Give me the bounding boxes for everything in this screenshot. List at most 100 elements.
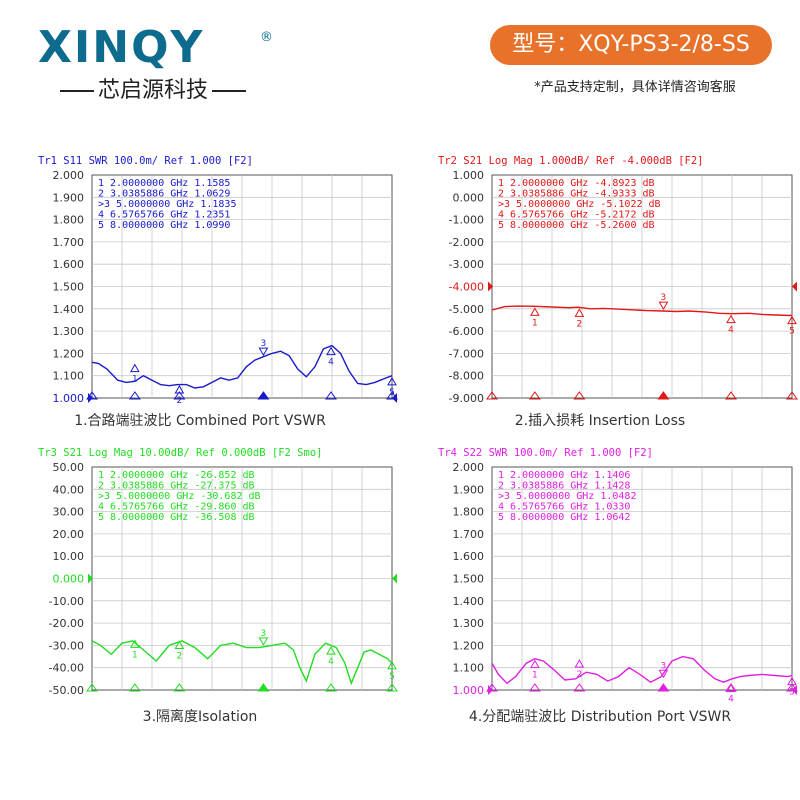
chart-2-ytick: 20.00 bbox=[53, 528, 85, 541]
chart-1-ytick: -3.000 bbox=[449, 258, 484, 271]
chart-0-series-line bbox=[91, 344, 393, 389]
chart-1-ytick: -2.000 bbox=[449, 236, 484, 249]
chart-3-ytick: 2.000 bbox=[453, 461, 485, 474]
chart-1-marker-label-2: 2 bbox=[577, 319, 583, 329]
chart-1-marker-2 bbox=[574, 308, 585, 317]
chart-3-marker-row: 2 3.0385886 GHz 1.1428 bbox=[498, 481, 630, 492]
chart-0-marker-label-1: 1 bbox=[132, 375, 138, 385]
chart-3-marker-row: 5 8.0000000 GHz 1.0642 bbox=[498, 512, 630, 523]
chart-1-marker-4 bbox=[726, 314, 736, 324]
chart-0-marker-label-4: 4 bbox=[328, 358, 334, 368]
chart-1-ref-arrow-left bbox=[488, 281, 493, 292]
chart-3-marker-3 bbox=[658, 669, 669, 679]
chart-0-marker-2 bbox=[174, 384, 185, 394]
chart-3-ref-arrow-right bbox=[792, 685, 797, 695]
chart-0-ytick: 1.100 bbox=[53, 370, 85, 383]
chart-3-marker-row: 4 6.5765766 GHz 1.0330 bbox=[498, 502, 630, 513]
chart-2-axis-marker-4 bbox=[325, 683, 337, 692]
chart-3-ytick: 1.100 bbox=[453, 662, 485, 675]
chart-0-ytick: 1.700 bbox=[53, 236, 85, 249]
chart-1-axis-marker-3 bbox=[657, 391, 670, 400]
chart-1-marker-row: 4 6.5765766 GHz -5.2172 dB bbox=[498, 210, 655, 221]
right-dash bbox=[212, 90, 246, 92]
chart-3-svg: Tr4 S22 SWR 100.0m/ Ref 1.000 [F2] 2.000 1… bbox=[438, 447, 798, 705]
chart-1-axis-marker-4 bbox=[725, 391, 737, 400]
chart-2-marker-label-1: 1 bbox=[132, 650, 138, 660]
chart-0-marker-row: >3 5.0000000 GHz 1.1835 bbox=[98, 199, 236, 210]
chart-3-axis-marker-4 bbox=[725, 683, 737, 692]
chart-1-axis-marker-2 bbox=[573, 391, 586, 400]
chart-1-ytick: -6.000 bbox=[449, 325, 484, 338]
chart-1-marker-row: 5 8.0000000 GHz -5.2600 dB bbox=[498, 220, 655, 231]
chart-0-marker-5 bbox=[387, 376, 397, 386]
chart-0-ytick: 1.400 bbox=[53, 303, 85, 316]
chart-1-marker-5 bbox=[787, 315, 797, 325]
chart-1-ytick: -4.000 bbox=[449, 281, 484, 294]
chart-1-axis-start-marker bbox=[486, 391, 498, 400]
chart-0-marker-row: 5 8.0000000 GHz 1.0990 bbox=[98, 220, 230, 231]
chart-0-ytick: 1.800 bbox=[53, 214, 85, 227]
chart-2-ref-arrow-right bbox=[392, 573, 397, 584]
chart-3-marker-row: 1 2.0000000 GHz 1.1406 bbox=[498, 470, 630, 481]
chart-0-marker-label-3: 3 bbox=[261, 339, 267, 349]
registered-mark: ® bbox=[260, 30, 273, 45]
chart-0-marker-row: 4 6.5765766 GHz 1.2351 bbox=[98, 210, 230, 221]
chart-1-marker-1 bbox=[529, 307, 540, 316]
chart-3-axis-start-marker bbox=[486, 683, 498, 692]
chart-2-marker-row: 1 2.0000000 GHz -26.852 dB bbox=[98, 470, 255, 481]
company-name-row: 芯启源科技 bbox=[38, 78, 268, 104]
chart-2-marker-2 bbox=[174, 640, 185, 650]
chart-2-marker-5 bbox=[387, 660, 397, 670]
chart-0-ytick: 1.300 bbox=[53, 325, 85, 338]
chart-1-ref-arrow-right bbox=[792, 281, 797, 292]
chart-3-axis-marker-1 bbox=[528, 683, 541, 692]
chart-2-ytick: 50.00 bbox=[53, 461, 85, 474]
chart-2-marker-label-5: 5 bbox=[389, 672, 395, 682]
chart-0-axis-marker-4 bbox=[325, 391, 337, 400]
model-badge: 型号：XQY-PS3-2/8-SS bbox=[490, 25, 772, 65]
chart-2-series-line bbox=[91, 640, 393, 686]
chart-2-ytick: -50.00 bbox=[49, 684, 84, 697]
chart-2-ytick: 40.00 bbox=[53, 483, 85, 496]
chart-1-axis-marker-1 bbox=[528, 391, 541, 400]
chart-3-marker-label-3: 3 bbox=[661, 661, 667, 671]
chart-2-marker-row: 4 6.5765766 GHz -29.860 dB bbox=[98, 502, 255, 513]
chart-0-ytick: 1.200 bbox=[53, 347, 85, 360]
chart-3-marker-label-5: 5 bbox=[789, 688, 795, 698]
chart-2-ytick: -30.00 bbox=[49, 639, 84, 652]
chart-0-ytick: 2.000 bbox=[53, 169, 85, 182]
chart-3-ytick: 1.000 bbox=[453, 684, 485, 697]
chart-3-marker-label-4: 4 bbox=[728, 695, 734, 705]
chart-0-marker-4 bbox=[326, 346, 336, 356]
chart-2-axis-marker-3 bbox=[257, 683, 270, 692]
vswr-distribution-chart: Tr4 S22 SWR 100.0m/ Ref 1.000 [F2] 2.000 1… bbox=[400, 442, 800, 732]
chart-2-marker-1 bbox=[129, 639, 140, 648]
chart-0-marker-label-5: 5 bbox=[389, 388, 395, 398]
chart-1-ytick: 0.000 bbox=[453, 191, 485, 204]
chart-0-ytick: 1.500 bbox=[53, 281, 85, 294]
chart-3-ytick: 1.700 bbox=[453, 528, 485, 541]
chart-2-marker-4 bbox=[326, 646, 336, 655]
chart-3-ytick: 1.200 bbox=[453, 639, 485, 652]
company-name: 芯启源科技 bbox=[97, 78, 208, 103]
chart-3-ytick: 1.300 bbox=[453, 617, 485, 630]
chart-0-axis-marker-2 bbox=[173, 391, 186, 400]
chart-3-ytick: 1.800 bbox=[453, 506, 485, 519]
chart-2-marker-row: >3 5.0000000 GHz -30.682 dB bbox=[98, 491, 261, 502]
chart-0-ytick: 1.900 bbox=[53, 191, 85, 204]
chart-3-marker-row: >3 5.0000000 GHz 1.0482 bbox=[498, 491, 636, 502]
chart-1-series-line bbox=[491, 305, 793, 317]
isolation-chart: Tr3 S21 Log Mag 10.00dB/ Ref 0.000dB [F2… bbox=[0, 442, 400, 732]
chart-2-ytick: 30.00 bbox=[53, 506, 85, 519]
chart-3-axis-marker-3 bbox=[657, 683, 670, 692]
chart-1-marker-label-5: 5 bbox=[789, 327, 795, 337]
chart-0-caption: 1.合路端驻波比 Combined Port VSWR bbox=[74, 413, 326, 429]
chart-3-header: Tr4 S22 SWR 100.0m/ Ref 1.000 [F2] bbox=[438, 447, 653, 459]
chart-1-svg: Tr2 S21 Log Mag 1.000dB/ Ref -4.000dB [F… bbox=[438, 155, 798, 405]
chart-2-axis-start-marker bbox=[86, 683, 98, 692]
chart-1-ytick: -5.000 bbox=[449, 303, 484, 316]
chart-3-ytick: 1.500 bbox=[453, 573, 485, 586]
chart-0-axis-marker-5 bbox=[386, 391, 398, 400]
chart-2-ytick: 0.000 bbox=[53, 573, 85, 586]
vswr-combined-chart: Tr1 S11 SWR 100.0m/ Ref 1.000 [F2] 2.000 1… bbox=[0, 150, 400, 440]
